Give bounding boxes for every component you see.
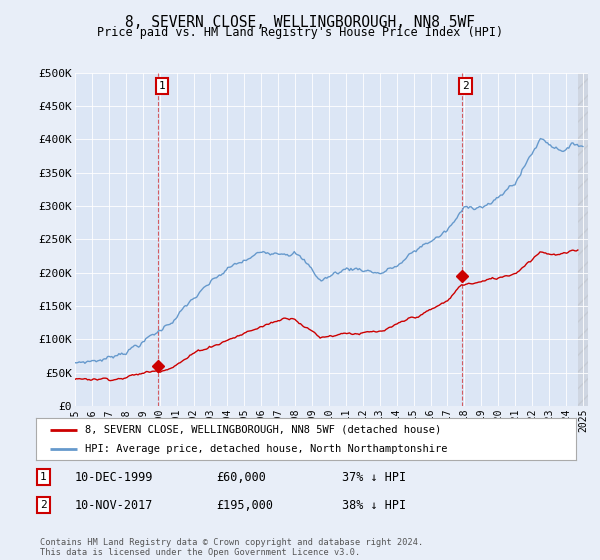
Text: Contains HM Land Registry data © Crown copyright and database right 2024.
This d: Contains HM Land Registry data © Crown c… — [40, 538, 424, 557]
Text: £195,000: £195,000 — [216, 498, 273, 512]
Text: 38% ↓ HPI: 38% ↓ HPI — [342, 498, 406, 512]
Text: 10-NOV-2017: 10-NOV-2017 — [75, 498, 154, 512]
Text: 2: 2 — [462, 81, 469, 91]
Text: 8, SEVERN CLOSE, WELLINGBOROUGH, NN8 5WF (detached house): 8, SEVERN CLOSE, WELLINGBOROUGH, NN8 5WF… — [85, 424, 441, 435]
Text: £60,000: £60,000 — [216, 470, 266, 484]
Text: HPI: Average price, detached house, North Northamptonshire: HPI: Average price, detached house, Nort… — [85, 444, 447, 454]
Text: 8, SEVERN CLOSE, WELLINGBOROUGH, NN8 5WF: 8, SEVERN CLOSE, WELLINGBOROUGH, NN8 5WF — [125, 15, 475, 30]
Text: 1: 1 — [158, 81, 165, 91]
Text: 10-DEC-1999: 10-DEC-1999 — [75, 470, 154, 484]
Text: 1: 1 — [40, 472, 47, 482]
Text: 37% ↓ HPI: 37% ↓ HPI — [342, 470, 406, 484]
Bar — [578, 73, 588, 406]
Text: Price paid vs. HM Land Registry's House Price Index (HPI): Price paid vs. HM Land Registry's House … — [97, 26, 503, 39]
Text: 2: 2 — [40, 500, 47, 510]
